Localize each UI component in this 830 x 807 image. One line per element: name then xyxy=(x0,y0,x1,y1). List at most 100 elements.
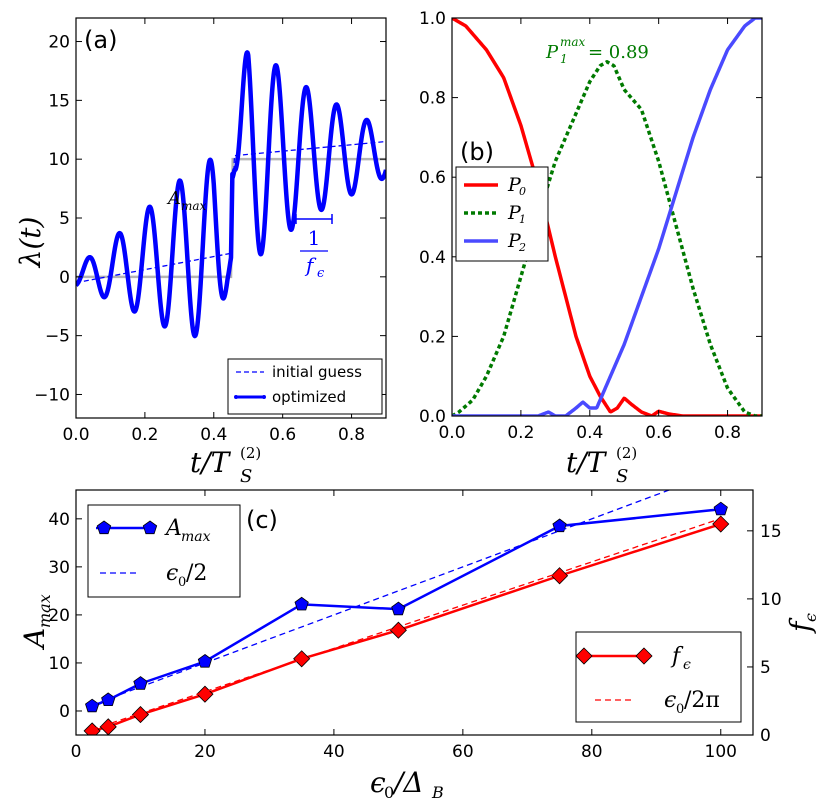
legend-optimized-label: optimized xyxy=(272,388,346,406)
panel-c-xlabel-sub0: 0 xyxy=(384,783,394,802)
x-tick-label: 0.6 xyxy=(645,423,672,443)
panel-c-ticks: 0 20 40 60 80 100 0 10 20 30 40 0 5 10 15 xyxy=(48,490,782,762)
x-tick-label: 0.2 xyxy=(507,423,534,443)
x-tick-label: 60 xyxy=(452,742,474,762)
panel-c: 0 20 40 60 80 100 0 10 20 30 40 0 5 10 15 (c) A max f … xyxy=(18,489,820,802)
amax-point xyxy=(294,596,309,611)
panel-c-left-tick-label: 40 xyxy=(48,510,70,530)
legend-amax-marker-right xyxy=(142,520,158,535)
panel-a-label: (a) xyxy=(84,26,117,54)
panel-a-legend-box xyxy=(227,358,383,415)
panel-c-left-tick-label: 0 xyxy=(59,702,70,722)
series-dashed-left xyxy=(91,490,672,706)
legend-amax-label: A xyxy=(164,516,182,541)
panel-a-y-tick-label: 10 xyxy=(48,150,70,170)
period-numerator: 1 xyxy=(308,226,321,250)
series-p2 xyxy=(452,18,762,416)
amax-point xyxy=(197,654,213,668)
panel-c-xlabel-main: ϵ xyxy=(370,766,386,799)
panel-a-y-tick-label: −5 xyxy=(45,327,70,347)
amax-point xyxy=(713,501,728,516)
legend-feps-sub: ϵ xyxy=(683,657,691,673)
legend-eps2-sub: 0 xyxy=(178,575,186,590)
panel-c-right-tick-label: 10 xyxy=(760,590,782,610)
p1max-main: P xyxy=(545,42,559,63)
feps-point xyxy=(389,621,407,639)
panel-b-y-tick-label: 0.0 xyxy=(419,407,446,427)
panel-c-ylabel-left: A max xyxy=(18,594,54,651)
x-tick-label: 0.2 xyxy=(131,425,158,445)
p1max-sup: max xyxy=(560,35,586,49)
p1max-value: = 0.89 xyxy=(588,42,649,63)
panel-c-legend-left: A max ϵ 0 /2 xyxy=(87,504,241,598)
legend-p0-label: P xyxy=(507,174,522,196)
optimized-line xyxy=(76,50,386,339)
panel-b: 0.0 0.2 0.4 0.6 0.8 0.0 0.2 0.4 0.6 0.8 1.0 P 1 ma… xyxy=(419,9,763,487)
panel-c-left-tick-label: 20 xyxy=(48,606,70,626)
series-p1 xyxy=(452,60,762,416)
panel-a-y-tick-label: −10 xyxy=(34,385,70,405)
panel-c-xlabel: ϵ 0 /Δ B xyxy=(370,766,444,802)
amax-label: A xyxy=(166,188,181,209)
x-tick-label: 0 xyxy=(71,742,82,762)
panel-b-plot-area xyxy=(452,18,762,416)
legend-p2-label: P xyxy=(507,230,522,252)
x-tick-label: 0.4 xyxy=(576,423,603,443)
legend-amax-sub: max xyxy=(181,529,211,545)
x-tick-label: 40 xyxy=(323,742,345,762)
amax-point xyxy=(552,518,567,533)
panel-a-xlabel-sup: (2) xyxy=(240,444,261,462)
x-tick-label: 0.0 xyxy=(62,425,89,445)
panel-b-label: (b) xyxy=(460,138,494,166)
panel-a-ylabel: λ(t) xyxy=(14,217,47,269)
x-tick-label: 0.8 xyxy=(714,423,741,443)
period-denominator-sub: ϵ xyxy=(317,266,325,281)
panel-c-frame xyxy=(75,489,754,736)
legend-feps-marker-right xyxy=(635,647,653,665)
x-tick-label: 0.0 xyxy=(438,423,465,443)
panel-a-plot-area xyxy=(76,50,386,339)
legend-optimized-dot-right xyxy=(262,395,266,399)
panel-b-y-tick-label: 0.4 xyxy=(419,248,446,268)
panel-a: 0.0 0.2 0.4 0.6 0.8 −10 −5 0 5 10 15 20 (a) λ(t) t/… xyxy=(14,17,387,487)
panel-b-y-tick-label: 0.6 xyxy=(419,168,446,188)
amax-annotation: A max xyxy=(166,188,207,213)
feps-point xyxy=(83,722,101,735)
amax-point xyxy=(391,601,406,616)
panel-c-left-tick-label: 30 xyxy=(48,558,70,578)
period-denominator: f xyxy=(304,253,317,277)
legend-p0-sub: 0 xyxy=(519,185,526,198)
legend-feps-marker-left xyxy=(575,647,593,665)
panel-c-left-tick-label: 10 xyxy=(48,654,70,674)
panel-a-y-tick-label: 5 xyxy=(59,209,70,229)
panel-c-right-tick-label: 15 xyxy=(760,522,782,542)
period-annotation: 1 f ϵ xyxy=(295,214,333,281)
panel-b-y-tick-label: 0.8 xyxy=(419,89,446,109)
panel-b-xlabel: t/T S (2) xyxy=(566,444,637,487)
x-tick-label: 0.8 xyxy=(338,425,365,445)
amax-point xyxy=(101,692,116,706)
panel-b-y-tick-label: 1.0 xyxy=(419,9,446,29)
panel-a-legend: initial guess optimized xyxy=(227,358,383,415)
amax-point xyxy=(85,698,100,713)
legend-eps2pi-rest: /2π xyxy=(684,688,720,713)
panel-a-y-tick-label: 15 xyxy=(48,91,70,111)
panel-c-label: (c) xyxy=(246,506,278,534)
legend-amax-marker-left xyxy=(96,520,112,535)
panel-c-right-tick-label: 5 xyxy=(760,658,771,678)
x-tick-label: 0.6 xyxy=(269,425,296,445)
feps-point xyxy=(712,515,730,533)
panel-c-legend-right: f ϵ ϵ 0 /2π xyxy=(575,631,742,723)
feps-point xyxy=(131,706,150,724)
panel-c-xlabel-subB: B xyxy=(431,783,444,802)
panel-c-legend-left-box xyxy=(87,504,241,598)
amax-sub: max xyxy=(181,199,207,213)
legend-eps2-label: ϵ xyxy=(166,561,178,586)
panel-c-ylabel-right: f ϵ xyxy=(784,613,820,634)
legend-optimized-dot-left xyxy=(234,395,238,399)
legend-eps2pi-sub: 0 xyxy=(676,702,684,717)
panel-c-right-tick-label: 0 xyxy=(760,726,771,746)
panel-a-xlabel-text: t/T xyxy=(190,446,232,479)
legend-p2-sub: 2 xyxy=(518,241,526,254)
